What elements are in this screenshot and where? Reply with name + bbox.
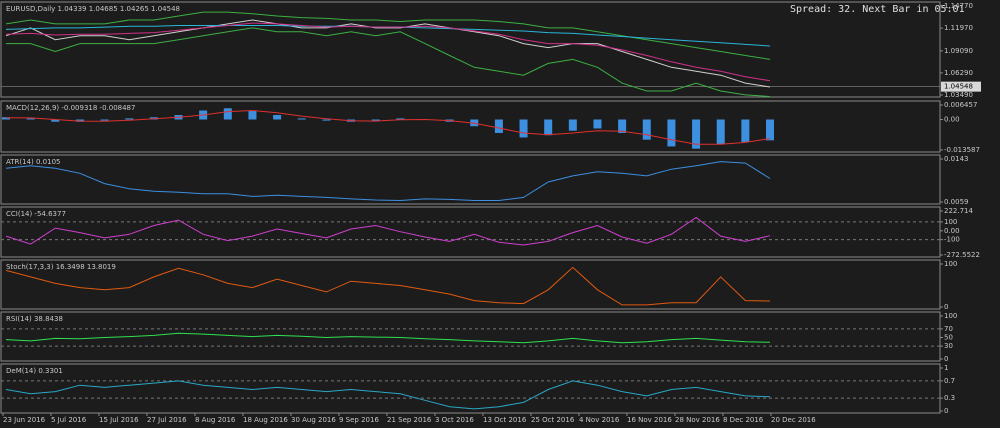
y-tick-label: 222.714 (944, 207, 973, 215)
histogram-bar (100, 119, 109, 121)
panel-title: MACD(12,26,9) -0.009318 -0.008487 (6, 104, 135, 112)
panel-title: RSI(14) 38.8438 (6, 315, 63, 323)
x-tick-label: 8 Dec 2016 (723, 416, 764, 424)
histogram-bar (51, 119, 60, 122)
panel-frame (0, 259, 941, 310)
y-tick-label: 100 (944, 218, 957, 226)
histogram-bar (519, 119, 528, 138)
panel-title: DeM(14) 0.3301 (6, 367, 63, 375)
histogram-bar (692, 119, 701, 149)
series-line (5, 216, 771, 246)
y-tick-label: 1 (944, 364, 948, 372)
histogram-bar (766, 119, 774, 141)
x-tick-label: 28 Nov 2016 (675, 416, 720, 424)
y-tick-label: 70 (944, 325, 953, 333)
x-tick-label: 13 Oct 2016 (483, 416, 527, 424)
series-line (5, 332, 771, 344)
y-tick-label: 0.0143 (944, 155, 969, 163)
panel-title: ATR(14) 0.0105 (6, 158, 60, 166)
panel-title: EURUSD,Daily 1.04339 1.04685 1.04265 1.0… (6, 5, 180, 13)
y-tick-label: 50 (944, 334, 953, 342)
y-tick-label: 1.11970 (944, 24, 973, 32)
histogram-bar (716, 119, 725, 145)
histogram-bar (544, 119, 553, 136)
y-tick-label: 1.03490 (944, 91, 973, 99)
panel-frame (0, 363, 941, 414)
histogram-bar (618, 119, 627, 133)
x-tick-label: 20 Dec 2016 (771, 416, 816, 424)
y-tick-label: -100 (944, 236, 960, 244)
histogram-bar (642, 119, 651, 140)
y-tick-label: 1.14770 (944, 2, 973, 10)
panel-frame (0, 154, 941, 205)
y-tick-label: 0 (944, 303, 948, 311)
y-tick-label: 1.06290 (944, 69, 973, 77)
series-line (5, 109, 771, 145)
y-tick-label: 0 (944, 407, 948, 415)
y-tick-label: -272.5522 (944, 251, 980, 259)
status-text: Spread: 32. Next Bar in 05:01 (790, 4, 965, 15)
x-tick-label: 5 Jul 2016 (51, 416, 87, 424)
x-tick-label: 25 Oct 2016 (531, 416, 575, 424)
histogram-bar (248, 110, 257, 120)
x-tick-label: 21 Sep 2016 (387, 416, 432, 424)
histogram-bar (26, 118, 35, 120)
y-tick-label: 0.3 (944, 394, 955, 402)
histogram-bar (396, 118, 405, 120)
y-tick-label: -0.013587 (944, 146, 980, 154)
x-tick-label: 3 Oct 2016 (435, 416, 474, 424)
x-tick-label: 8 Aug 2016 (195, 416, 236, 424)
histogram-bar (371, 119, 380, 121)
series-line (5, 11, 771, 60)
series-line (5, 266, 771, 306)
y-tick-label: 0 (944, 355, 948, 363)
y-tick-label: 1.09090 (944, 47, 973, 55)
histogram-bar (223, 108, 232, 120)
x-tick-label: 15 Jul 2016 (99, 416, 139, 424)
histogram-bar (741, 119, 750, 142)
x-tick-label: 23 Jun 2016 (3, 416, 46, 424)
series-line (5, 22, 771, 82)
x-tick-label: 27 Jul 2016 (147, 416, 187, 424)
series-line (5, 19, 771, 88)
x-tick-label: 16 Nov 2016 (627, 416, 672, 424)
series-line (5, 161, 771, 202)
panel-frame (0, 100, 941, 153)
histogram-bar (273, 115, 282, 120)
y-tick-label: 100 (944, 312, 957, 320)
histogram-bar (494, 119, 503, 133)
histogram-bar (322, 119, 331, 121)
y-tick-label: 0.00 (944, 115, 960, 123)
x-tick-label: 9 Sep 2016 (339, 416, 379, 424)
y-tick-label: 0.006457 (944, 101, 977, 109)
y-tick-label: 30 (944, 342, 953, 350)
histogram-bar (2, 117, 10, 120)
y-tick-label: 0.0059 (944, 198, 969, 206)
x-tick-label: 30 Aug 2016 (291, 416, 336, 424)
panel-frame (0, 311, 941, 362)
x-tick-label: 18 Aug 2016 (243, 416, 288, 424)
x-tick-label: 4 Nov 2016 (579, 416, 620, 424)
panel-title: CCI(14) -54.6377 (6, 210, 66, 218)
panel-frame (0, 1, 941, 98)
y-tick-label: 100 (944, 260, 957, 268)
histogram-bar (667, 119, 676, 147)
y-tick-label: 0.00 (944, 227, 960, 235)
histogram-bar (125, 118, 134, 120)
panel-frame (0, 206, 941, 258)
y-tick-label: 0.7 (944, 377, 955, 385)
series-line (5, 380, 771, 410)
panel-title: Stoch(17,3,3) 16.3498 13.8019 (6, 263, 116, 271)
last-price-box (941, 81, 981, 92)
histogram-bar (568, 119, 577, 131)
last-price-label: 1.04548 (944, 83, 973, 91)
histogram-bar (593, 119, 602, 129)
series-line (5, 25, 771, 47)
series-line (6, 27, 771, 97)
histogram-bar (297, 118, 306, 120)
